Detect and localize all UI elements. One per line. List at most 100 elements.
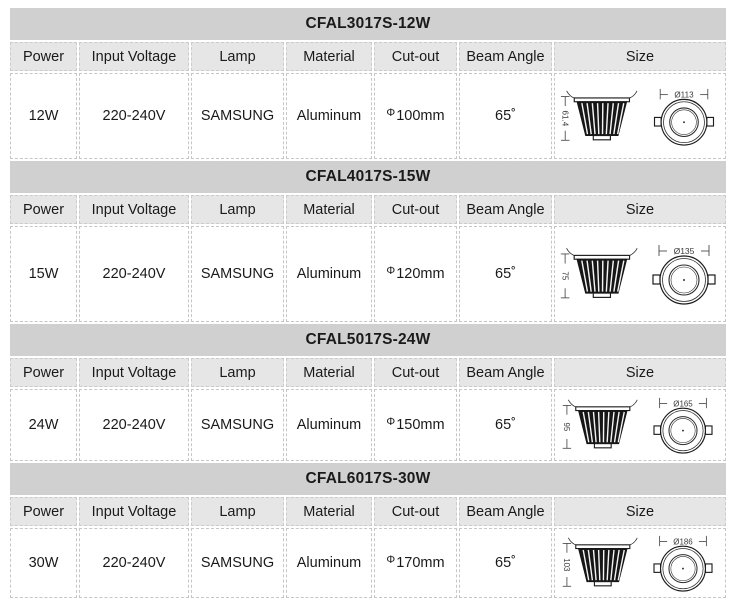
material-value: Aluminum	[286, 73, 372, 159]
cutout-number: 150mm	[396, 417, 445, 433]
cutout-value: Φ170mm	[374, 528, 457, 598]
beam-angle-header: Beam Angle	[459, 42, 552, 71]
cutout-header: Cut-out	[374, 195, 457, 224]
section-title-row: CFAL3017S-12W	[10, 8, 726, 40]
size-diagrams: 103 Ø186	[556, 534, 724, 592]
phi-symbol: Φ	[386, 265, 396, 277]
power-header: Power	[10, 358, 77, 387]
input-voltage-header: Input Voltage	[79, 42, 189, 71]
size-header: Size	[554, 497, 726, 526]
spec-data-row: 15W 220-240V SAMSUNG Aluminum Φ120mm 65˚…	[10, 226, 726, 322]
downlight-top-view-icon: Ø186	[653, 535, 713, 592]
material-header: Material	[286, 42, 372, 71]
model-title: CFAL3017S-12W	[10, 8, 726, 40]
downlight-top-view-icon: Ø135	[652, 245, 716, 305]
input-voltage-value: 220-240V	[79, 389, 189, 461]
downlight-side-view-icon: 75	[560, 248, 638, 299]
lamp-header: Lamp	[191, 497, 284, 526]
material-value: Aluminum	[286, 389, 372, 461]
size-value: 95 Ø165	[554, 389, 726, 461]
lamp-header: Lamp	[191, 195, 284, 224]
size-value: 61.4 Ø113	[554, 73, 726, 159]
cutout-number: 120mm	[396, 266, 445, 282]
beam-angle-header: Beam Angle	[459, 358, 552, 387]
cutout-number: 100mm	[396, 108, 445, 124]
input-voltage-value: 220-240V	[79, 226, 189, 322]
phi-symbol: Φ	[386, 554, 396, 566]
spec-table: CFAL3017S-12W Power Input Voltage Lamp M…	[8, 6, 728, 600]
height-dimension-label: 103	[562, 558, 571, 572]
model-title: CFAL6017S-30W	[10, 463, 726, 495]
diameter-dimension-label: Ø135	[674, 246, 695, 256]
material-value: Aluminum	[286, 528, 372, 598]
size-value: 75 Ø135	[554, 226, 726, 322]
section-title-row: CFAL4017S-15W	[10, 161, 726, 193]
model-title: CFAL5017S-24W	[10, 324, 726, 356]
material-header: Material	[286, 358, 372, 387]
cutout-header: Cut-out	[374, 497, 457, 526]
cutout-value: Φ100mm	[374, 73, 457, 159]
cutout-number: 170mm	[396, 555, 445, 571]
beam-angle-value: 65˚	[459, 226, 552, 322]
beam-angle-header: Beam Angle	[459, 195, 552, 224]
input-voltage-value: 220-240V	[79, 73, 189, 159]
material-header: Material	[286, 497, 372, 526]
power-header: Power	[10, 497, 77, 526]
lamp-value: SAMSUNG	[191, 528, 284, 598]
size-header: Size	[554, 358, 726, 387]
power-header: Power	[10, 42, 77, 71]
lamp-value: SAMSUNG	[191, 226, 284, 322]
spec-data-row: 24W 220-240V SAMSUNG Aluminum Φ150mm 65˚…	[10, 389, 726, 461]
input-voltage-header: Input Voltage	[79, 497, 189, 526]
cutout-value: Φ150mm	[374, 389, 457, 461]
size-value: 103 Ø186	[554, 528, 726, 598]
power-value: 30W	[10, 528, 77, 598]
size-diagrams: 61.4 Ø113	[556, 87, 724, 146]
downlight-side-view-icon: 61.4	[560, 90, 638, 141]
power-value: 12W	[10, 73, 77, 159]
size-header: Size	[554, 195, 726, 224]
downlight-top-view-icon: Ø113	[653, 88, 715, 146]
spec-data-row: 12W 220-240V SAMSUNG Aluminum Φ100mm 65˚…	[10, 73, 726, 159]
spec-data-row: 30W 220-240V SAMSUNG Aluminum Φ170mm 65˚…	[10, 528, 726, 598]
height-dimension-label: 61.4	[560, 110, 569, 126]
lamp-value: SAMSUNG	[191, 389, 284, 461]
lamp-header: Lamp	[191, 42, 284, 71]
input-voltage-header: Input Voltage	[79, 195, 189, 224]
diameter-dimension-label: Ø165	[673, 399, 693, 408]
cutout-header: Cut-out	[374, 42, 457, 71]
lamp-value: SAMSUNG	[191, 73, 284, 159]
section-title-row: CFAL5017S-24W	[10, 324, 726, 356]
material-header: Material	[286, 195, 372, 224]
section-title-row: CFAL6017S-30W	[10, 463, 726, 495]
downlight-side-view-icon: 103	[562, 537, 638, 587]
column-header-row: Power Input Voltage Lamp Material Cut-ou…	[10, 42, 726, 71]
cutout-value: Φ120mm	[374, 226, 457, 322]
size-diagrams: 75 Ø135	[556, 243, 724, 305]
diameter-dimension-label: Ø113	[674, 90, 694, 99]
downlight-side-view-icon: 95	[562, 399, 638, 449]
diameter-dimension-label: Ø186	[673, 537, 693, 546]
cutout-header: Cut-out	[374, 358, 457, 387]
power-header: Power	[10, 195, 77, 224]
downlight-top-view-icon: Ø165	[653, 397, 713, 454]
size-header: Size	[554, 42, 726, 71]
size-diagrams: 95 Ø165	[556, 396, 724, 454]
beam-angle-value: 65˚	[459, 389, 552, 461]
column-header-row: Power Input Voltage Lamp Material Cut-ou…	[10, 195, 726, 224]
height-dimension-label: 75	[560, 271, 569, 281]
material-value: Aluminum	[286, 226, 372, 322]
input-voltage-header: Input Voltage	[79, 358, 189, 387]
lamp-header: Lamp	[191, 358, 284, 387]
beam-angle-value: 65˚	[459, 73, 552, 159]
input-voltage-value: 220-240V	[79, 528, 189, 598]
phi-symbol: Φ	[386, 416, 396, 428]
height-dimension-label: 95	[562, 422, 571, 431]
power-value: 15W	[10, 226, 77, 322]
beam-angle-header: Beam Angle	[459, 497, 552, 526]
model-title: CFAL4017S-15W	[10, 161, 726, 193]
power-value: 24W	[10, 389, 77, 461]
phi-symbol: Φ	[386, 107, 396, 119]
column-header-row: Power Input Voltage Lamp Material Cut-ou…	[10, 358, 726, 387]
